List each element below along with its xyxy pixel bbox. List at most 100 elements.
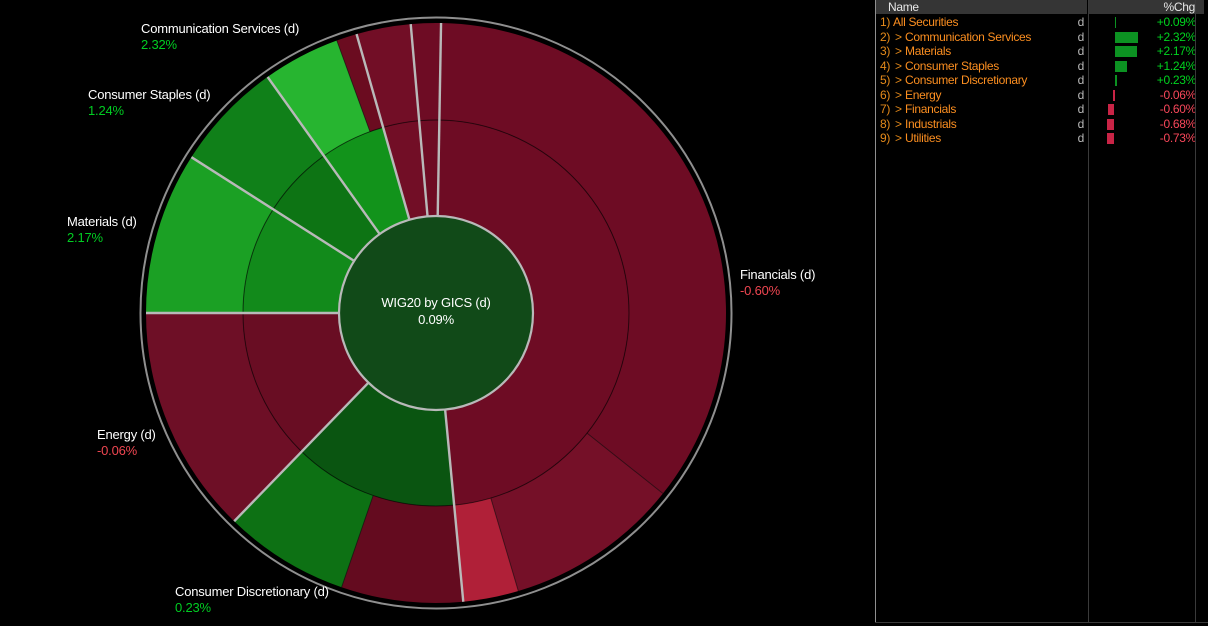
constituent-wedge-communication-services-1[interactable] (267, 40, 370, 156)
center-title: WIG20 by GICS (d) (381, 295, 491, 310)
constituent-wedge-energy-1[interactable] (146, 313, 302, 522)
sector-label-communication-services: Communication Services (d) 2.32% (141, 21, 299, 53)
row-flag: d (1077, 73, 1085, 88)
row-chg-value: +2.32% (1156, 29, 1197, 44)
sector-divider (266, 76, 382, 237)
table-row[interactable]: 9) > Utilities d -0.73% (876, 131, 1207, 146)
sector-wedge-consumer-staples[interactable] (273, 155, 381, 262)
row-flag: d (1077, 131, 1085, 146)
row-chg-value: -0.68% (1159, 116, 1197, 131)
sunburst-chart[interactable]: Communication Services (d) 2.32% Consume… (0, 0, 875, 626)
expand-arrow-icon: > (895, 116, 902, 131)
row-flag: d (1077, 116, 1085, 131)
row-name: Materials (905, 44, 951, 59)
constituent-divider (341, 495, 374, 588)
row-flag: d (1077, 58, 1085, 73)
table-row[interactable]: 2) > Communication Services d +2.32% (876, 30, 1207, 45)
chg-bar (1106, 133, 1115, 145)
sector-label-value: 0.23% (175, 600, 211, 615)
row-name: Financials (905, 102, 957, 117)
expand-arrow-icon: > (895, 73, 902, 88)
sector-divider (443, 407, 465, 602)
table-row[interactable]: 6) > Energy d -0.06% (876, 88, 1207, 103)
expand-arrow-icon: > (895, 87, 902, 102)
expand-arrow-icon: > (895, 102, 902, 117)
row-flag: d (1077, 29, 1085, 44)
chg-bar (1107, 118, 1115, 130)
chg-bar (1114, 60, 1128, 72)
row-number: 4) (880, 58, 891, 73)
row-flag: d (1077, 102, 1085, 117)
constituent-wedge-financials-1[interactable] (439, 23, 727, 494)
expand-arrow-icon: > (895, 131, 902, 146)
sector-wedge-materials[interactable] (243, 209, 356, 313)
column-divider (1195, 0, 1196, 622)
row-number: 1) (880, 15, 891, 29)
row-number: 3) (880, 44, 891, 59)
panel-left-border (875, 0, 876, 622)
constituent-wedge-financials-2[interactable] (490, 433, 663, 592)
sunburst-wheel[interactable] (0, 0, 875, 626)
sector-label-consumer-staples: Consumer Staples (d) 1.24% (88, 87, 211, 119)
sector-divider (190, 156, 357, 263)
panel-bottom-border (875, 622, 1208, 623)
center-hub[interactable] (337, 214, 535, 412)
row-flag: d (1077, 44, 1085, 59)
sector-wedge-utilities[interactable] (419, 119, 440, 218)
constituent-wedge-financials-3[interactable] (454, 498, 519, 602)
sector-label-value: -0.06% (97, 443, 137, 458)
row-chg-value: -0.73% (1159, 131, 1197, 146)
column-header-chg[interactable]: %Chg (1089, 0, 1204, 14)
row-name: Consumer Discretionary (905, 73, 1028, 88)
sector-label-value: 1.24% (88, 103, 124, 118)
sector-label-text: Energy (d) (97, 427, 156, 442)
row-number: 5) (880, 73, 891, 88)
constituent-wedge-utilities-1[interactable] (410, 22, 442, 121)
constituent-wedge-consumer-discretionary-1[interactable] (341, 495, 464, 603)
row-flag: d (1077, 15, 1085, 29)
sector-divider (436, 23, 443, 219)
row-name: All Securities (893, 15, 959, 29)
sector-wedge-energy[interactable] (243, 313, 370, 452)
sector-label-text: Communication Services (d) (141, 21, 300, 36)
chg-bar (1114, 17, 1116, 28)
sector-label-text: Consumer Discretionary (d) (175, 584, 329, 599)
sector-divider (355, 33, 412, 222)
row-chg-value: +2.17% (1156, 44, 1197, 59)
table-row[interactable]: 7) > Financials d -0.60% (876, 102, 1207, 117)
sector-label-value: 2.17% (67, 230, 103, 245)
expand-arrow-icon: > (895, 29, 902, 44)
sector-wedge-industrials[interactable] (383, 120, 428, 221)
sector-label-financials: Financials (d) -0.60% (740, 267, 815, 299)
constituent-wedge-industrials-1[interactable] (356, 24, 420, 128)
table-row[interactable]: 8) > Industrials d -0.68% (876, 117, 1207, 132)
column-header-name[interactable]: Name (876, 0, 1087, 14)
row-number: 6) (880, 87, 891, 102)
sector-label-consumer-discretionary: Consumer Discretionary (d) 0.23% (175, 584, 329, 616)
table-row[interactable]: 4) > Consumer Staples d +1.24% (876, 59, 1207, 74)
sector-wedge-communication-services[interactable] (323, 127, 410, 235)
sector-divider (409, 23, 429, 219)
sector-label-materials: Materials (d) 2.17% (67, 214, 137, 246)
constituent-wedge-materials-1[interactable] (146, 157, 274, 313)
row-number: 8) (880, 116, 891, 131)
row-chg-value: -0.06% (1159, 87, 1197, 102)
row-chg-value: +0.23% (1156, 73, 1197, 88)
chg-bar (1114, 46, 1137, 58)
sector-label-value: 2.32% (141, 37, 177, 52)
table-row[interactable]: 3) > Materials d +2.17% (876, 44, 1207, 59)
row-name: Energy (905, 87, 942, 102)
sector-table-panel: Name %Chg 1) All Securities d +0.09% 2) > Comm… (875, 0, 1208, 626)
row-number: 9) (880, 131, 891, 146)
table-row[interactable]: 5) > Consumer Discretionary d +0.23% (876, 73, 1207, 88)
row-number: 7) (880, 102, 891, 117)
center-label: WIG20 by GICS (d) 0.09% (286, 294, 586, 328)
constituent-wedge-communication-services-2[interactable] (336, 34, 384, 132)
table-row[interactable]: 1) All Securities d +0.09% (876, 15, 1207, 30)
row-number: 2) (880, 29, 891, 44)
chg-bar (1108, 104, 1115, 116)
row-chg-value: +1.24% (1156, 58, 1197, 73)
expand-arrow-icon: > (895, 58, 902, 73)
constituent-divider (586, 432, 664, 494)
row-name: Utilities (905, 131, 941, 146)
